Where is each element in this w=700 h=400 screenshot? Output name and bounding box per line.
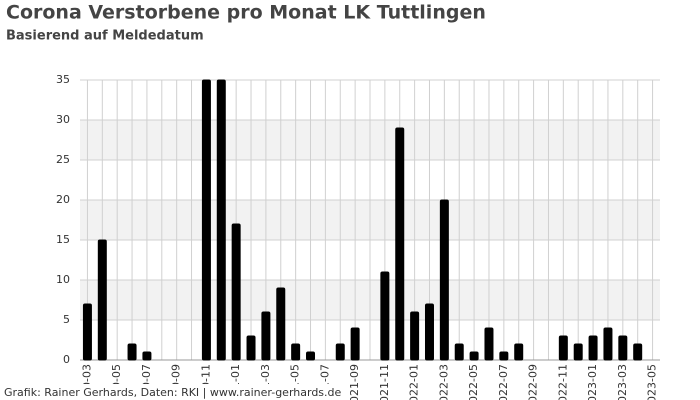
y-tick-label: 15 [56, 233, 70, 246]
bar [514, 343, 524, 361]
footer-bg [0, 384, 330, 400]
bar [261, 311, 271, 361]
x-tick-label: 2023-05 [646, 364, 659, 400]
x-tick-label: 2023-03 [616, 364, 629, 400]
bar [306, 351, 316, 361]
bar [603, 327, 613, 361]
x-tick-label: 2021-11 [378, 364, 391, 400]
bar [246, 335, 256, 361]
chart-subtitle: Basierend auf Meldedatum [6, 29, 204, 44]
bar [410, 311, 420, 361]
bar [454, 343, 464, 361]
bar [335, 343, 345, 361]
bar [127, 343, 137, 361]
y-tick-label: 25 [56, 153, 70, 166]
bar [276, 287, 286, 361]
bar [484, 327, 494, 361]
chart-title: Corona Verstorbene pro Monat LK Tuttling… [6, 2, 486, 24]
bar [291, 343, 301, 361]
bar [469, 351, 479, 361]
bar [573, 343, 583, 361]
bar [201, 79, 211, 361]
bar [395, 127, 405, 361]
bar [82, 303, 92, 361]
y-tick-label: 0 [63, 353, 70, 366]
x-tick-label: 2022-07 [497, 364, 510, 400]
y-tick-label: 10 [56, 273, 70, 286]
bar [558, 335, 568, 361]
x-tick-label: 2022-01 [408, 364, 421, 400]
y-tick-label: 30 [56, 113, 70, 126]
bar [350, 327, 360, 361]
bar [499, 351, 509, 361]
bar [439, 199, 449, 361]
footer: Grafik: Rainer Gerhards, Daten: RKI | ww… [4, 386, 342, 399]
y-tick-label: 5 [63, 313, 70, 326]
bar [216, 79, 226, 361]
y-tick-label: 20 [56, 193, 70, 206]
bar [97, 239, 107, 361]
bar [142, 351, 152, 361]
x-tick-label: 2022-03 [437, 364, 450, 400]
x-tick-label: 2023-01 [586, 364, 599, 400]
y-tick-label: 35 [56, 73, 70, 86]
bar [424, 303, 434, 361]
x-tick-label: 2021-09 [348, 364, 361, 400]
x-tick-label: 2022-09 [527, 364, 540, 400]
bar [380, 271, 390, 361]
bar [618, 335, 628, 361]
bar [231, 223, 241, 361]
x-tick-label: 2022-05 [467, 364, 480, 400]
bar [588, 335, 598, 361]
bar [633, 343, 643, 361]
x-tick-label: 2022-11 [556, 364, 569, 400]
